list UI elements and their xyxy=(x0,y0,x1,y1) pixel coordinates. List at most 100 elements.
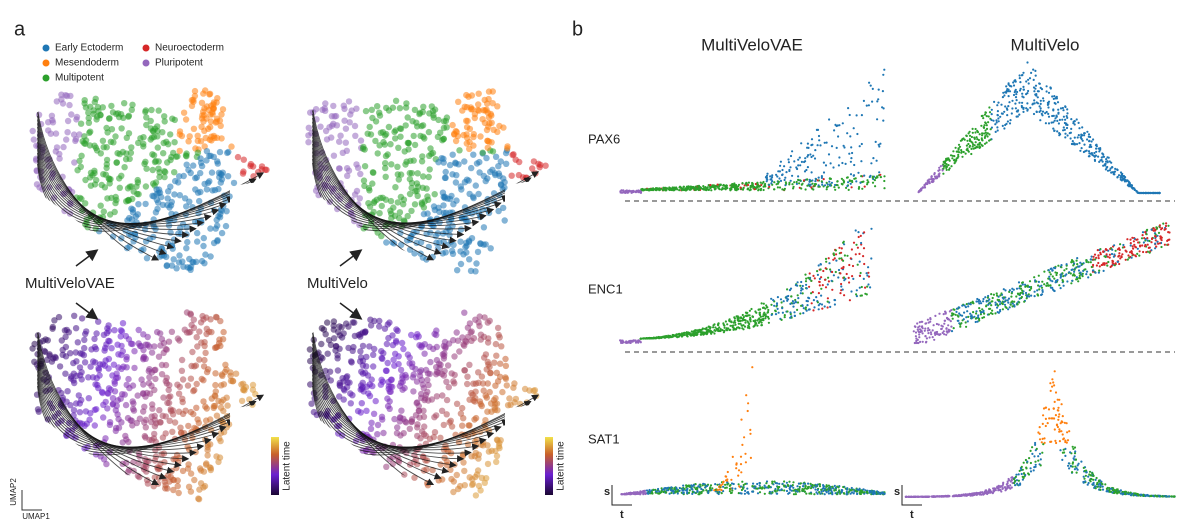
cell xyxy=(427,358,434,366)
cell xyxy=(1066,116,1069,119)
cell xyxy=(364,130,371,137)
cell xyxy=(175,390,183,397)
cell xyxy=(973,144,976,147)
cell xyxy=(400,345,407,353)
cell xyxy=(1047,102,1050,105)
cell xyxy=(81,140,88,147)
cell xyxy=(430,114,437,121)
cell xyxy=(816,273,820,276)
cell xyxy=(804,273,807,276)
cell xyxy=(658,336,662,339)
cell xyxy=(824,286,828,289)
cell xyxy=(729,189,732,192)
cell xyxy=(370,169,377,176)
cell xyxy=(1118,248,1121,251)
cell xyxy=(354,164,362,171)
cell xyxy=(125,375,132,383)
cell xyxy=(467,329,474,336)
cell xyxy=(173,265,180,272)
cell xyxy=(779,298,783,301)
cell xyxy=(807,276,810,279)
cell xyxy=(1058,284,1061,287)
cell xyxy=(1160,245,1163,249)
cell xyxy=(983,136,987,139)
cell xyxy=(981,134,984,137)
cell xyxy=(506,395,513,402)
cell xyxy=(624,191,627,194)
cell xyxy=(741,182,744,185)
cell xyxy=(155,353,163,360)
cell xyxy=(71,159,78,166)
cell xyxy=(420,407,427,414)
cell xyxy=(816,144,819,147)
cell xyxy=(51,317,58,324)
cell xyxy=(680,187,683,190)
cell xyxy=(450,378,457,385)
cell xyxy=(1089,258,1092,261)
cell xyxy=(672,188,675,191)
cell xyxy=(521,385,529,393)
cell xyxy=(820,294,823,297)
cell xyxy=(860,241,863,245)
gene-label: PAX6 xyxy=(588,131,620,146)
cell xyxy=(1015,115,1018,118)
cell xyxy=(1105,160,1108,163)
cell xyxy=(59,190,67,197)
cell xyxy=(1018,77,1021,80)
cell xyxy=(249,386,257,393)
cell xyxy=(85,374,92,381)
cell xyxy=(124,414,132,422)
cell xyxy=(837,268,841,272)
cell xyxy=(1077,265,1080,268)
umap-panel xyxy=(306,309,540,499)
cell xyxy=(208,169,216,176)
cell xyxy=(749,320,752,323)
cell xyxy=(1039,99,1042,102)
cell xyxy=(447,417,454,424)
cell xyxy=(971,141,974,144)
cell xyxy=(1011,305,1014,308)
cell xyxy=(440,159,447,166)
cell xyxy=(336,138,343,145)
cell xyxy=(847,188,850,191)
cell xyxy=(152,179,160,186)
cell xyxy=(474,106,481,114)
cell xyxy=(1078,127,1081,130)
cell xyxy=(829,268,832,271)
cell xyxy=(366,381,373,388)
cell xyxy=(1048,275,1051,278)
cell xyxy=(349,347,356,354)
cell xyxy=(142,158,149,165)
cell xyxy=(965,144,969,147)
cell xyxy=(454,337,462,344)
streamline xyxy=(37,141,220,224)
streamline xyxy=(312,132,480,227)
cell xyxy=(998,303,1002,306)
cell xyxy=(216,148,224,156)
cell xyxy=(994,130,997,133)
cell xyxy=(421,198,428,205)
streamline xyxy=(312,374,517,450)
cell xyxy=(489,88,496,95)
cell xyxy=(424,388,431,396)
cell xyxy=(850,248,854,251)
cell xyxy=(67,92,74,100)
cell xyxy=(461,367,469,374)
cell xyxy=(1015,93,1018,96)
cell xyxy=(433,412,440,419)
cell xyxy=(1030,71,1033,74)
cell xyxy=(639,337,642,340)
cell xyxy=(401,148,408,155)
cell xyxy=(1016,110,1019,113)
cell xyxy=(435,116,442,124)
cell xyxy=(330,335,338,342)
cell xyxy=(157,419,164,426)
cell xyxy=(850,146,853,149)
cell xyxy=(1012,93,1016,97)
cell xyxy=(194,132,201,139)
cell xyxy=(479,149,486,156)
cell xyxy=(683,333,687,336)
cell xyxy=(757,318,760,321)
cell xyxy=(382,173,389,180)
cell xyxy=(766,172,769,175)
